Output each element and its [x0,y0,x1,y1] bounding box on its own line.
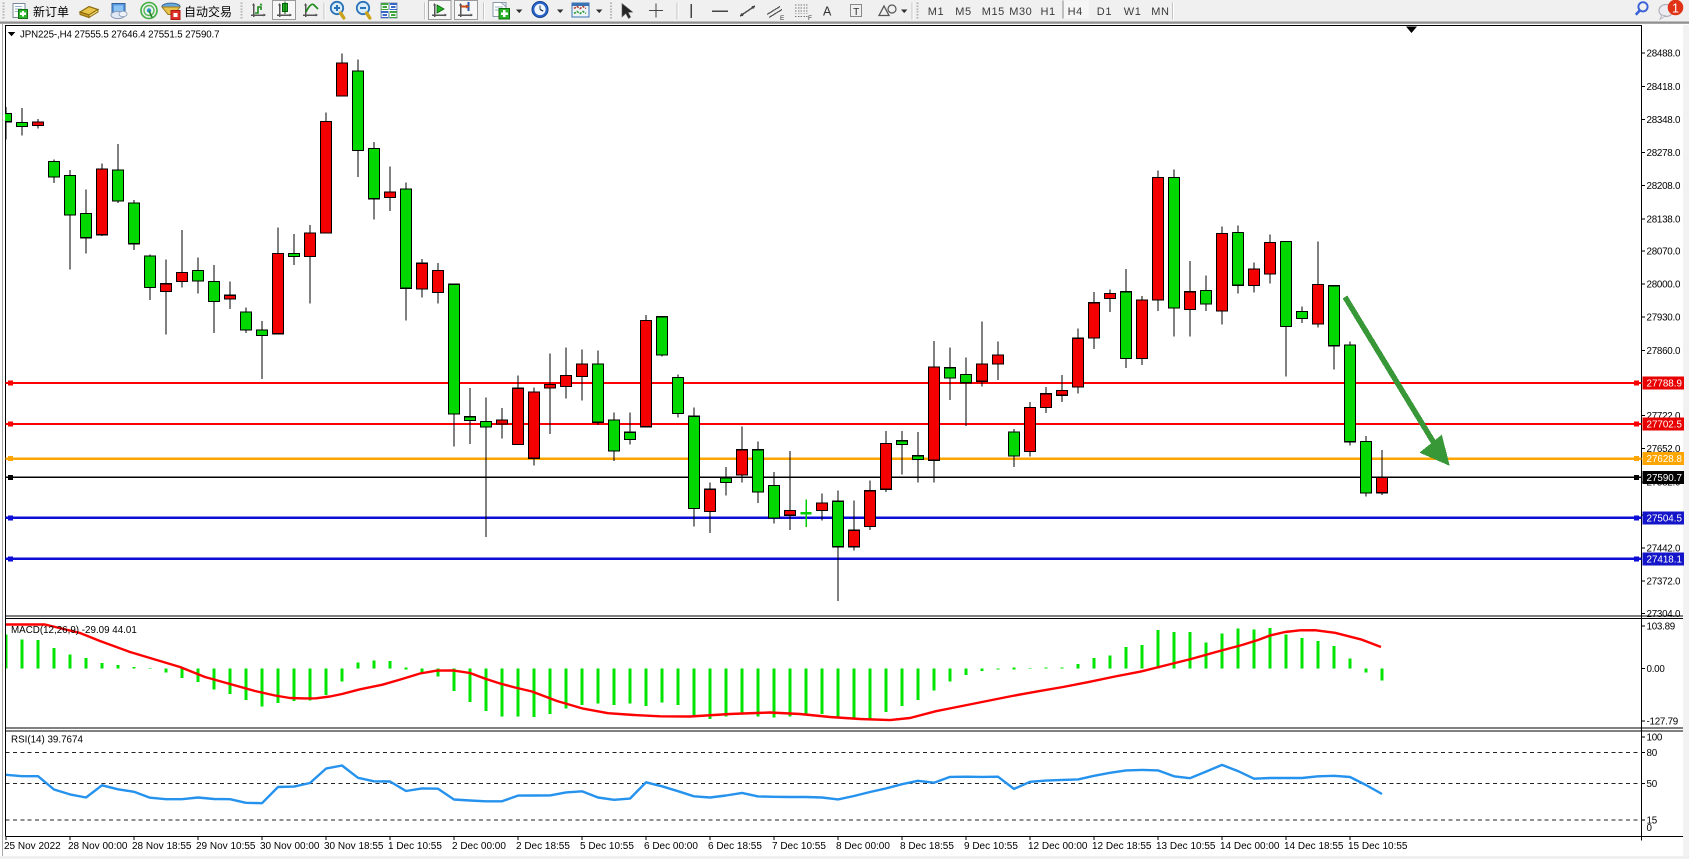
svg-text:28070.0: 28070.0 [1647,246,1681,257]
svg-text:M1: M1 [928,6,944,18]
svg-text:1: 1 [1672,1,1679,15]
svg-text:MN: MN [1151,6,1169,18]
svg-text:28208.0: 28208.0 [1647,181,1681,192]
svg-text:6 Dec 18:55: 6 Dec 18:55 [708,841,762,852]
svg-text:E: E [780,15,785,22]
svg-text:0: 0 [1647,823,1653,834]
svg-text:MACD(12,26,9) -29.09 44.01: MACD(12,26,9) -29.09 44.01 [11,625,137,636]
svg-text:27590.7: 27590.7 [1647,473,1682,484]
svg-text:29 Nov 10:55: 29 Nov 10:55 [196,841,256,852]
svg-text:D1: D1 [1097,6,1112,18]
svg-text:28418.0: 28418.0 [1647,82,1681,93]
svg-text:H4: H4 [1068,6,1083,18]
svg-text:15 Dec 10:55: 15 Dec 10:55 [1348,841,1408,852]
svg-text:27788.9: 27788.9 [1647,379,1682,390]
svg-text:27930.0: 27930.0 [1647,313,1681,324]
svg-text:27722.0: 27722.0 [1647,411,1681,422]
svg-text:T: T [853,6,860,18]
svg-text:7 Dec 10:55: 7 Dec 10:55 [772,841,826,852]
svg-text:27418.1: 27418.1 [1647,554,1682,565]
svg-text:27652.0: 27652.0 [1647,444,1681,455]
svg-text:100: 100 [1647,733,1663,744]
svg-text:8 Dec 00:00: 8 Dec 00:00 [836,841,890,852]
svg-text:15: 15 [1647,815,1658,826]
svg-text:25 Nov 2022: 25 Nov 2022 [4,841,61,852]
svg-text:27442.0: 27442.0 [1647,544,1681,555]
svg-text:30 Nov 00:00: 30 Nov 00:00 [260,841,320,852]
svg-text:27628.8: 27628.8 [1647,454,1683,465]
svg-text:M15: M15 [982,6,1005,18]
svg-text:27504.5: 27504.5 [1647,513,1683,524]
svg-text:13 Dec 10:55: 13 Dec 10:55 [1156,841,1216,852]
svg-text:A: A [823,5,832,19]
svg-text:-127.79: -127.79 [1647,717,1678,728]
svg-text:28 Nov 00:00: 28 Nov 00:00 [68,841,128,852]
svg-text:9 Dec 10:55: 9 Dec 10:55 [964,841,1018,852]
svg-text:50: 50 [1647,779,1658,790]
svg-text:M30: M30 [1009,6,1032,18]
svg-text:27860.0: 27860.0 [1647,346,1681,357]
svg-text:14 Dec 18:55: 14 Dec 18:55 [1284,841,1344,852]
svg-text:W1: W1 [1124,6,1142,18]
svg-text:27702.5: 27702.5 [1647,420,1683,431]
svg-text:1 Dec 10:55: 1 Dec 10:55 [388,841,442,852]
svg-text:5 Dec 10:55: 5 Dec 10:55 [580,841,634,852]
svg-text:14 Dec 00:00: 14 Dec 00:00 [1220,841,1280,852]
svg-text:自动交易: 自动交易 [184,4,232,19]
svg-text:6 Dec 00:00: 6 Dec 00:00 [644,841,698,852]
svg-text:F: F [808,15,812,22]
svg-text:30 Nov 18:55: 30 Nov 18:55 [324,841,384,852]
svg-text:27372.0: 27372.0 [1647,577,1681,588]
svg-text:28348.0: 28348.0 [1647,115,1681,126]
svg-text:RSI(14) 39.7674: RSI(14) 39.7674 [11,735,83,746]
svg-text:80: 80 [1647,748,1658,759]
svg-text:28488.0: 28488.0 [1647,49,1681,60]
svg-text:12 Dec 00:00: 12 Dec 00:00 [1028,841,1088,852]
svg-text:0.00: 0.00 [1647,664,1666,675]
svg-text:JPN225-,H4 27555.5 27646.4 27: JPN225-,H4 27555.5 27646.4 27551.5 27590… [20,29,219,40]
svg-text:103.89: 103.89 [1647,621,1675,632]
svg-text:28278.0: 28278.0 [1647,148,1681,159]
svg-text:27304.0: 27304.0 [1647,609,1681,620]
svg-text:12 Dec 18:55: 12 Dec 18:55 [1092,841,1152,852]
svg-text:H1: H1 [1041,6,1056,18]
svg-text:2 Dec 00:00: 2 Dec 00:00 [452,841,506,852]
svg-text:2 Dec 18:55: 2 Dec 18:55 [516,841,570,852]
svg-text:28138.0: 28138.0 [1647,214,1681,225]
svg-text:8 Dec 18:55: 8 Dec 18:55 [900,841,954,852]
svg-text:28 Nov 18:55: 28 Nov 18:55 [132,841,192,852]
svg-text:M5: M5 [955,6,971,18]
svg-text:28000.0: 28000.0 [1647,280,1681,291]
svg-text:新订单: 新订单 [33,4,69,19]
